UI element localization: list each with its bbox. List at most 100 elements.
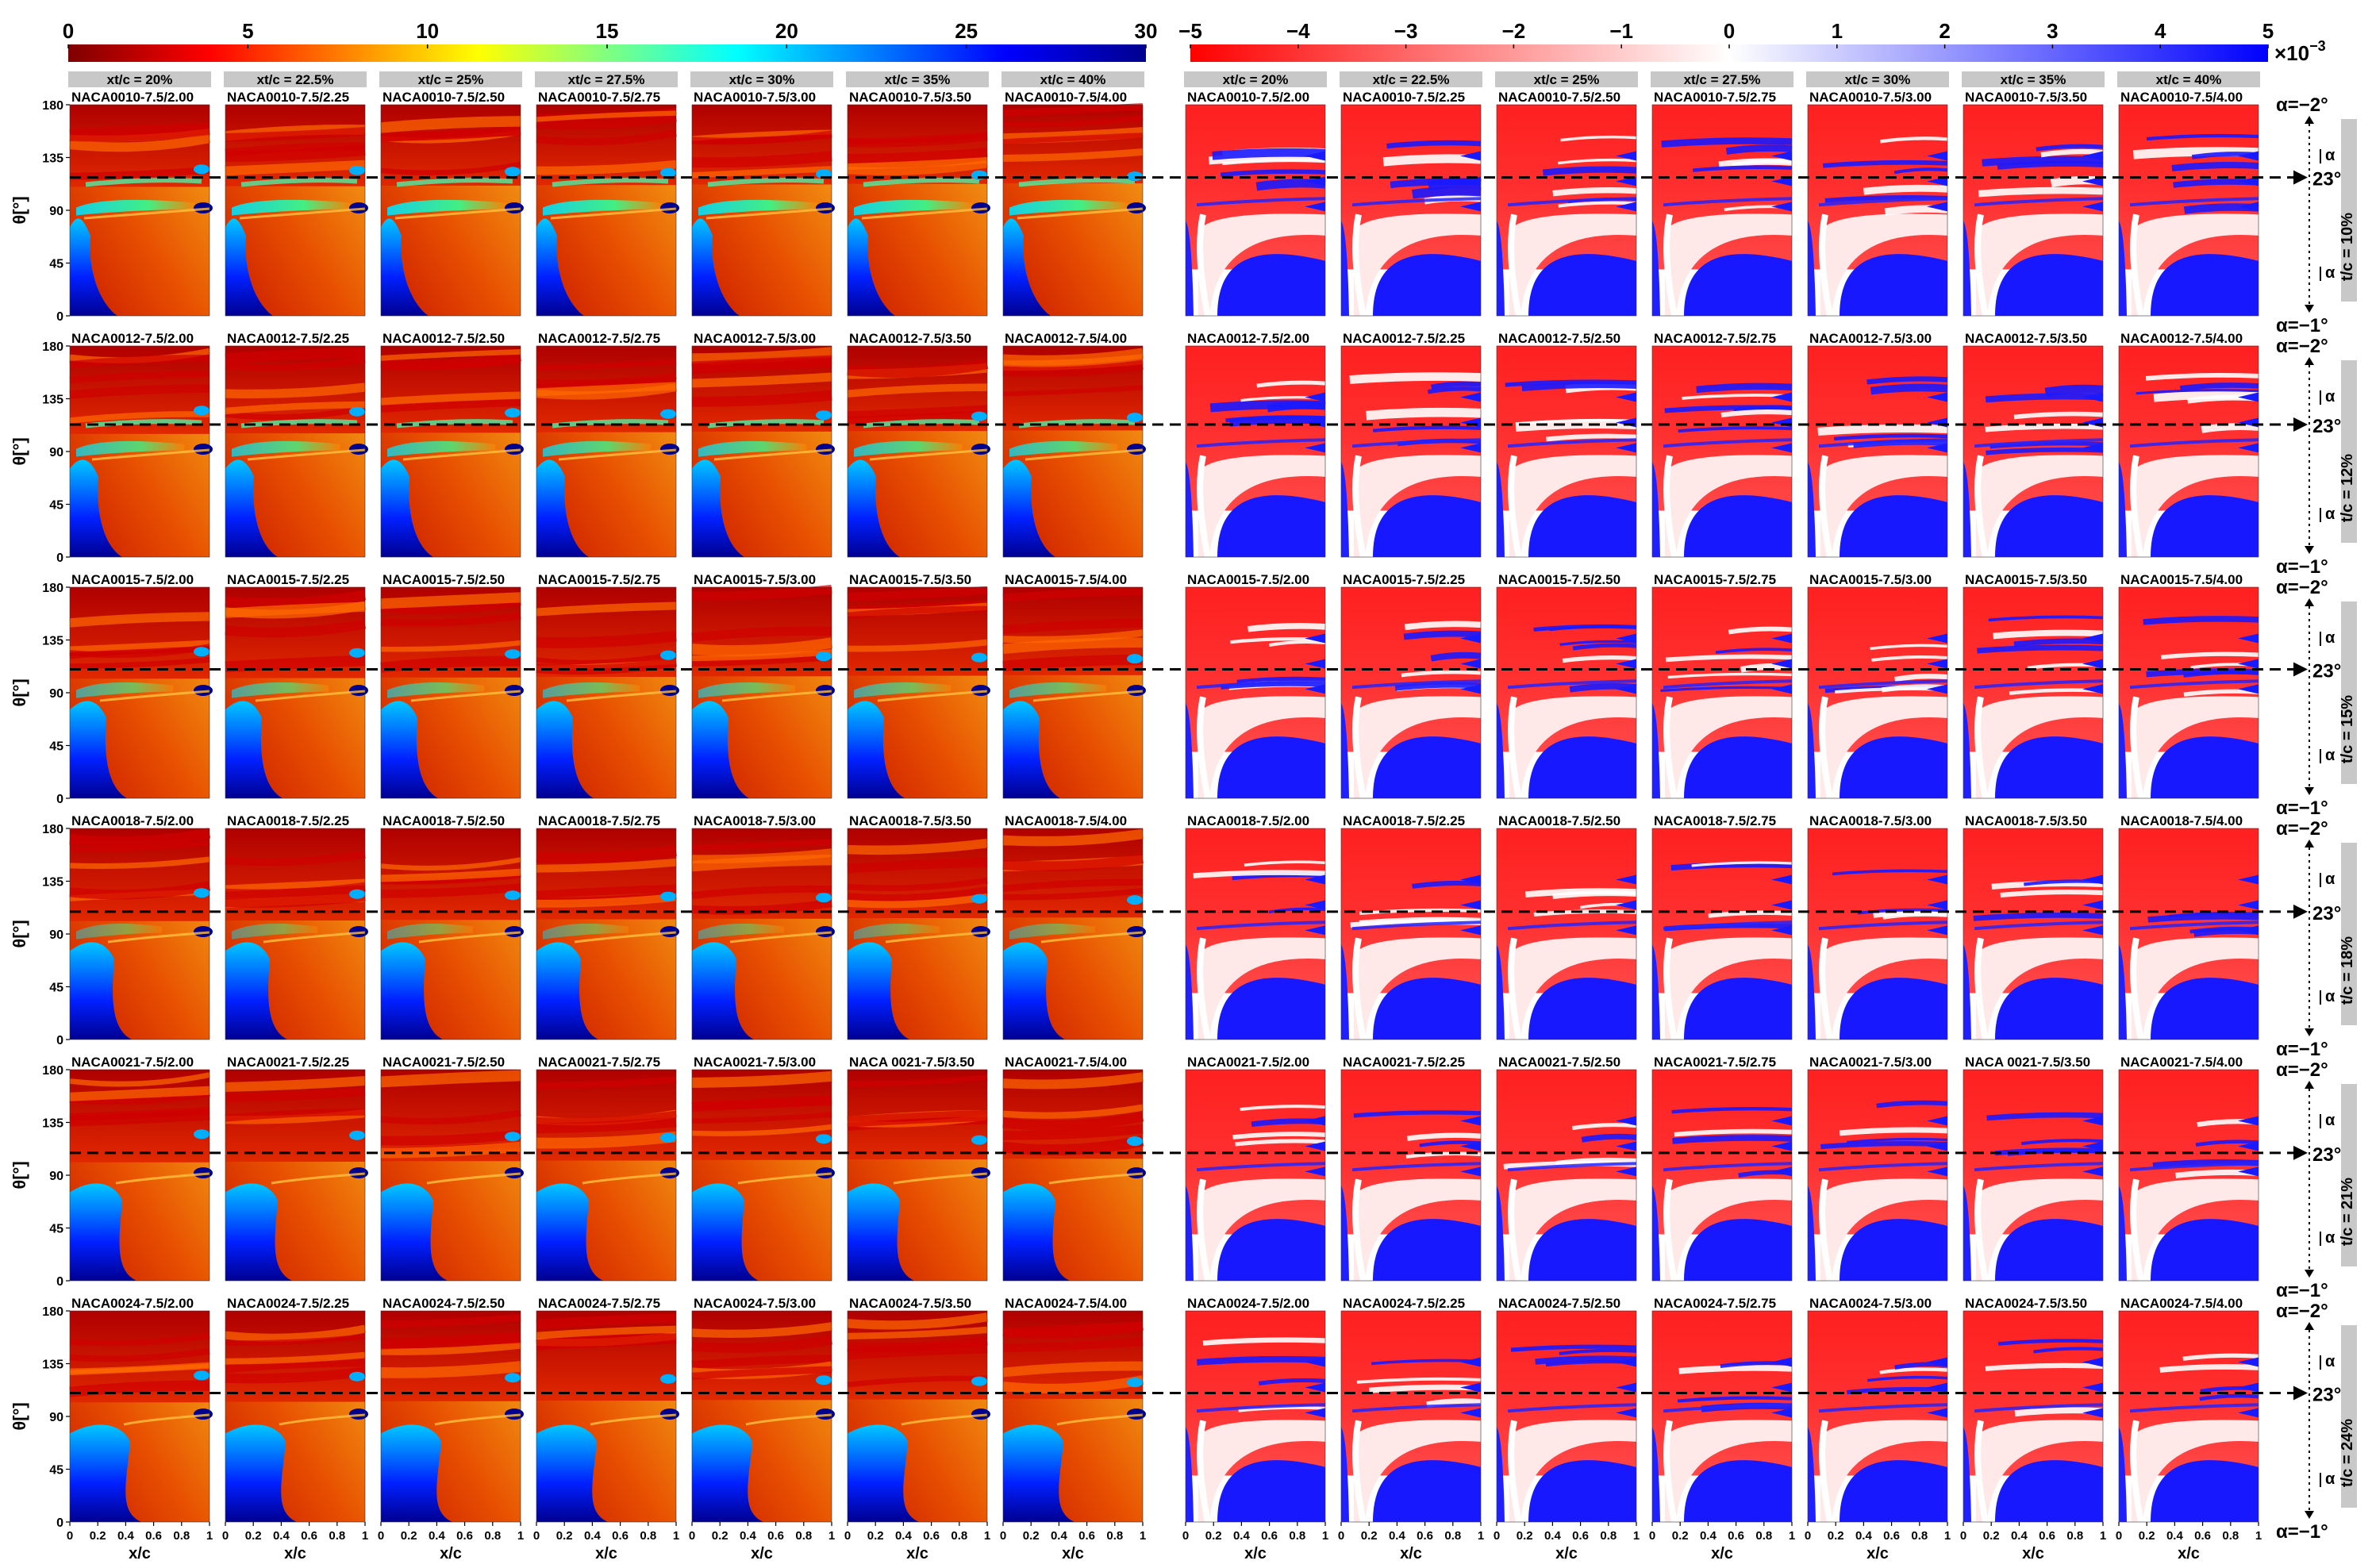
- arrow-down-icon: [2305, 787, 2314, 795]
- panel-label: NACA0024-7.5/3.50: [1965, 1296, 2087, 1311]
- turbulent-band: [1533, 624, 1637, 632]
- left-strip: [1652, 221, 1660, 316]
- left-strip: [1341, 1186, 1349, 1281]
- separation-strip: [1196, 1162, 1326, 1172]
- streak-band: [847, 877, 988, 891]
- panel-label: NACA0012-7.5/4.00: [2120, 331, 2243, 346]
- separation-strip: [2129, 197, 2259, 207]
- blue-tongue: [692, 942, 754, 1040]
- turbulent-band: [1225, 415, 1326, 423]
- trailing-wedge: [2238, 1116, 2259, 1126]
- panel-frame: [1651, 828, 1793, 1040]
- alpha-up-label: α: [2325, 747, 2335, 764]
- cool-streak: [232, 923, 318, 940]
- turbulent-band: [2161, 651, 2259, 659]
- separation-strip: [1196, 679, 1326, 690]
- white-band: [1820, 1420, 1947, 1522]
- x-tick-label: 0.4: [273, 1529, 290, 1543]
- blue-lobe: [1528, 978, 1636, 1040]
- trailing-edge-blob-upper: [971, 1135, 987, 1145]
- turbulent-band: [1209, 400, 1326, 413]
- trailing-wedge: [1616, 684, 1636, 694]
- turbulent-band: [1212, 148, 1326, 160]
- trailing-wedge: [1305, 925, 1325, 936]
- turbulent-band: [1832, 869, 1948, 876]
- x-tick-label: 1: [984, 1529, 990, 1543]
- trailing-wedge: [1305, 392, 1325, 402]
- separation-line: [1025, 448, 1144, 461]
- x-tick-label: 0.4: [1855, 1529, 1873, 1543]
- panel-frame: [1963, 1310, 2104, 1523]
- trailing-edge-blob-upper: [971, 1376, 987, 1386]
- panel-label: NACA0018-7.5/2.75: [1654, 813, 1776, 828]
- turbulent-band: [1359, 917, 1482, 926]
- panel-frame: [1963, 1069, 2104, 1282]
- panel-frame: [1963, 828, 2104, 1040]
- blue-tongue: [70, 942, 132, 1040]
- hook: [1197, 455, 1211, 558]
- left-strip: [1186, 944, 1194, 1040]
- x-tick-label: 0.2: [1672, 1529, 1689, 1543]
- turbulent-band: [1725, 144, 1793, 155]
- streak-band: [847, 586, 988, 601]
- turbulent-band: [1671, 1107, 1793, 1114]
- white-band: [1976, 1178, 2103, 1281]
- divergence-panel-r3c3: NACA0015-7.5/2.50: [1496, 572, 1637, 799]
- panel-frame: [691, 104, 832, 317]
- turbulent-band: [1382, 154, 1482, 167]
- turbulent-band: [1412, 186, 1482, 199]
- separation-line: [418, 931, 521, 943]
- column-header-bg: [1340, 71, 1482, 87]
- panel-label: NACA0015-7.5/3.50: [1965, 572, 2087, 587]
- panel-label: NACA0010-7.5/2.00: [1187, 90, 1309, 105]
- streak-band: [380, 857, 521, 871]
- panel-frame: [536, 345, 677, 558]
- white-band: [1354, 696, 1481, 798]
- blue-tongue: [381, 459, 433, 557]
- turbulent-band: [1817, 424, 1948, 436]
- hook: [1352, 1420, 1367, 1523]
- x-tick-label: 1: [1633, 1529, 1640, 1543]
- separation-line: [550, 207, 677, 220]
- y-tick-label: 45: [49, 1464, 63, 1478]
- trailing-wedge: [2238, 1141, 2259, 1151]
- trailing-edge-blob-upper: [660, 1374, 676, 1384]
- turbulent-band: [1571, 1123, 1637, 1131]
- streak-band: [1002, 1124, 1144, 1140]
- x-axis-label: x/c: [284, 1545, 306, 1562]
- streak-band: [691, 1354, 832, 1369]
- column-header-bg: [535, 71, 678, 87]
- trailing-edge-blob: [349, 1409, 368, 1420]
- trailing-wedge: [1305, 1166, 1325, 1177]
- trailing-edge-blob-upper: [1127, 1378, 1143, 1388]
- x-axis-panel: 0 0.2 0.4 0.6 0.8 1 x/c: [1338, 1522, 1484, 1562]
- trailing-wedge: [2238, 443, 2259, 453]
- arrow-up-icon: [2305, 357, 2314, 365]
- trailing-edge-blob-upper: [349, 648, 365, 658]
- trailing-edge-blob-upper: [660, 891, 676, 901]
- white-band: [1509, 455, 1636, 557]
- streak-band: [69, 828, 211, 847]
- separation-strip: [1818, 1162, 1948, 1172]
- heat-panel-r2c3: NACA0012-7.5/2.50: [380, 331, 524, 558]
- trailing-wedge: [1305, 202, 1325, 212]
- panel-label: NACA0021-7.5/2.75: [1654, 1055, 1776, 1070]
- panel-label: NACA0018-7.5/4.00: [2120, 813, 2243, 828]
- x-axis-panel: 0 0.2 0.4 0.6 0.8 1 x/c: [2116, 1522, 2262, 1562]
- panel-frame: [1185, 104, 1326, 317]
- separation-strip: [1351, 1162, 1482, 1172]
- arrow-up-icon: [2305, 1081, 2314, 1089]
- white-band: [1976, 696, 2103, 798]
- panel-label: NACA0010-7.5/2.50: [383, 90, 505, 105]
- trailing-wedge: [1616, 1357, 1636, 1367]
- divergence-panel-r3c5: NACA0015-7.5/3.00: [1807, 572, 1948, 799]
- trailing-edge-blob: [971, 926, 990, 938]
- cool-streak: [76, 440, 185, 457]
- left-strip: [1497, 462, 1505, 557]
- turbulent-band: [1404, 621, 1482, 631]
- x-tick-label: 0: [689, 1529, 695, 1543]
- white-band: [1198, 696, 1325, 798]
- x-axis-label: x/c: [2178, 1545, 2200, 1562]
- streak-band: [847, 405, 988, 419]
- turbulent-band: [1986, 447, 2104, 455]
